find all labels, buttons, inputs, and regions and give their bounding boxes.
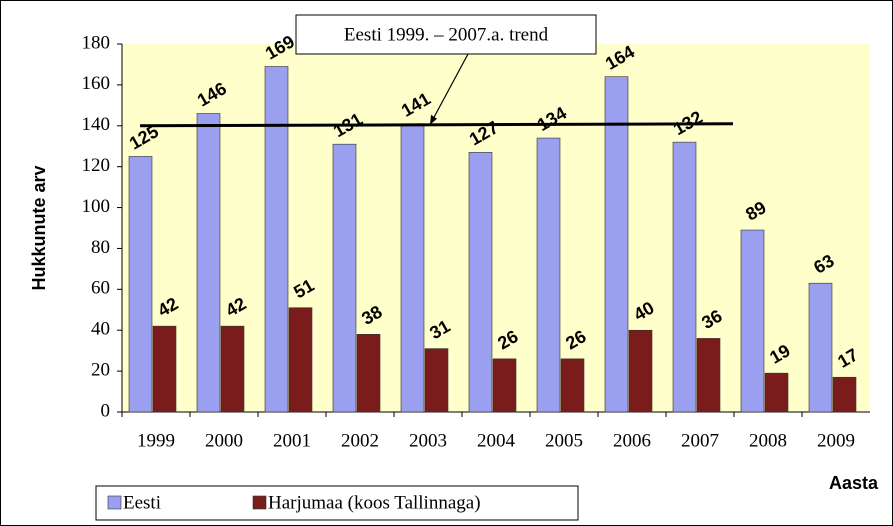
x-tick-label: 2002 xyxy=(341,430,379,451)
callout-label: Eesti 1999. – 2007.a. trend xyxy=(344,24,549,45)
bar xyxy=(196,113,221,413)
y-tick-label: 120 xyxy=(82,155,111,176)
bar xyxy=(832,376,857,413)
y-tick-label: 180 xyxy=(82,32,111,53)
y-tick-label: 60 xyxy=(91,278,110,299)
legend: Eesti Harjumaa (koos Tallinnaga) xyxy=(95,485,579,521)
bar xyxy=(152,325,177,413)
x-tick-label: 2009 xyxy=(817,430,855,451)
x-tick-label: 2007 xyxy=(681,430,719,451)
y-tick-label: 0 xyxy=(101,400,111,421)
y-tick-label: 80 xyxy=(91,237,110,258)
x-tick-label: 2000 xyxy=(205,430,243,451)
bar xyxy=(492,358,517,413)
x-tick-label: 2008 xyxy=(749,430,787,451)
x-tick-label: 2003 xyxy=(409,430,447,451)
y-tick-label: 100 xyxy=(82,196,111,217)
bar xyxy=(628,329,653,413)
legend-swatch xyxy=(252,495,267,510)
x-tick-label: 1999 xyxy=(137,430,175,451)
legend-label: Harjumaa (koos Tallinnaga) xyxy=(268,492,481,513)
bar xyxy=(672,141,697,413)
x-tick-label: 2001 xyxy=(273,430,311,451)
bar xyxy=(264,66,289,413)
bar xyxy=(468,152,493,413)
bar xyxy=(424,348,449,413)
bar xyxy=(288,307,313,413)
bar xyxy=(604,76,629,413)
legend-swatch xyxy=(107,495,122,510)
y-axis-label: Hukkunute arv xyxy=(29,165,49,290)
callout-arrow xyxy=(429,53,469,126)
bar xyxy=(356,334,381,413)
x-axis-label: Aasta xyxy=(829,473,879,493)
bar xyxy=(536,137,561,413)
callout-box xyxy=(295,14,597,55)
y-tick-label: 160 xyxy=(82,73,111,94)
y-tick-label: 40 xyxy=(91,319,110,340)
callout-arrowhead xyxy=(430,114,437,125)
bar xyxy=(740,229,765,413)
x-tick-label: 2005 xyxy=(545,430,583,451)
bar xyxy=(808,282,833,413)
bar xyxy=(220,325,245,413)
bar xyxy=(696,338,721,413)
x-tick-label: 2004 xyxy=(477,430,516,451)
y-tick-label: 20 xyxy=(91,359,110,380)
x-tick-label: 2006 xyxy=(613,430,651,451)
legend-box xyxy=(95,485,579,521)
bar xyxy=(764,372,789,413)
y-tick-label: 140 xyxy=(82,114,111,135)
bar xyxy=(560,358,585,413)
legend-label: Eesti xyxy=(123,492,161,513)
bar xyxy=(400,123,425,413)
bar xyxy=(128,156,153,413)
trend-line xyxy=(139,122,734,128)
bar xyxy=(332,143,357,413)
